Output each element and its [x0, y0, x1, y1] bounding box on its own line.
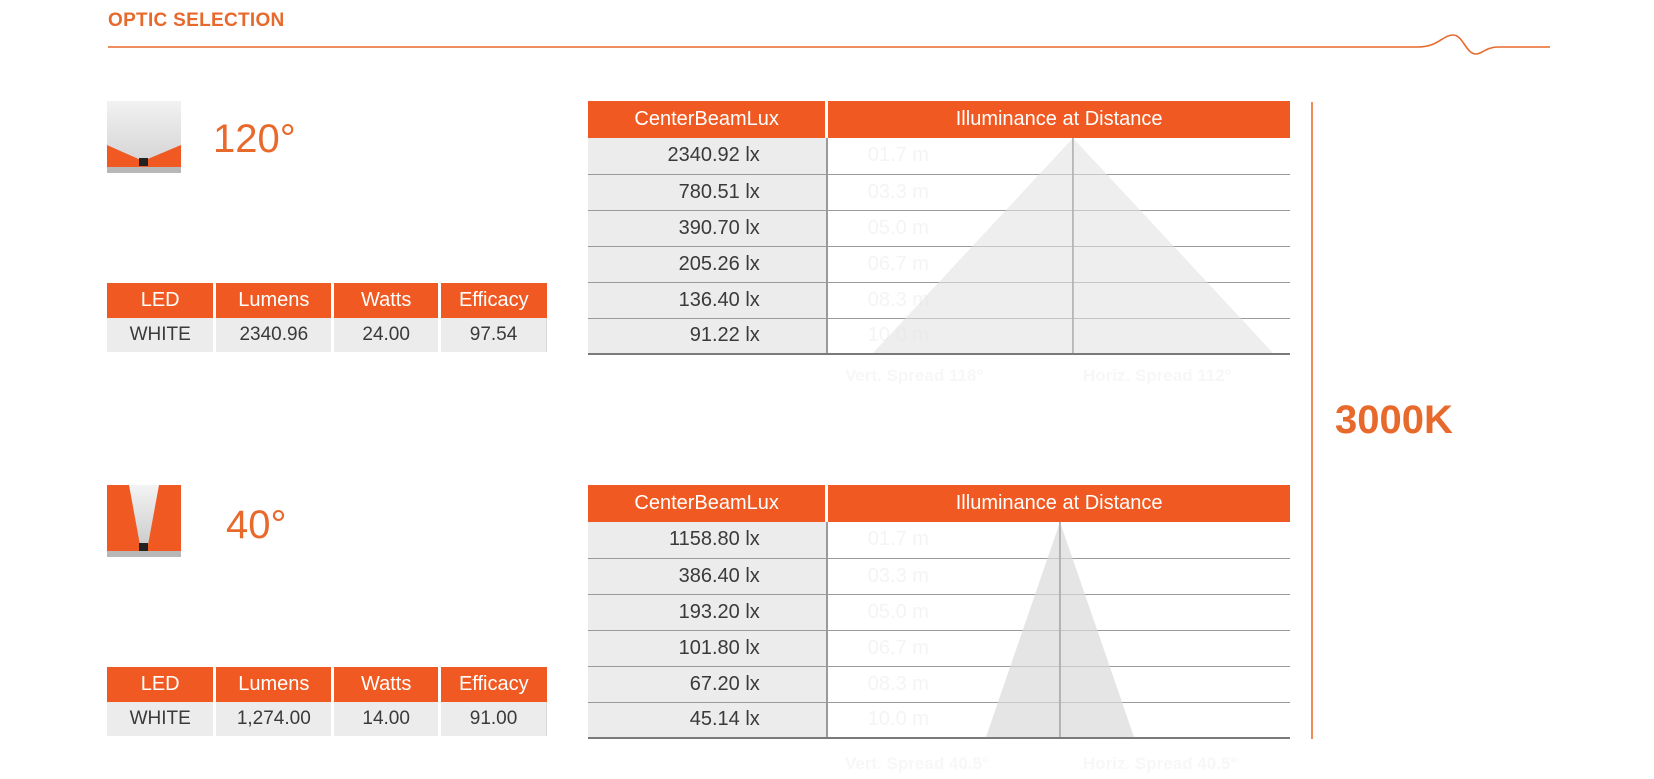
lux-value: 2340.92 lx [588, 138, 828, 175]
lux-value: 780.51 lx [588, 174, 828, 211]
lux-value: 45.14 lx [588, 702, 828, 739]
distance-value: 03.3 m [826, 558, 1060, 595]
horizontal-spread-caption: Horiz. Spread 112° [1083, 366, 1232, 385]
distance-value: 08.3 m [826, 282, 1073, 319]
distance-value: 05.0 m [826, 210, 1073, 247]
vertical-divider [1311, 102, 1313, 739]
spec-table: LED Lumens Watts Efficacy WHITE 1,274.00… [107, 667, 547, 736]
spec-header-efficacy: Efficacy [439, 667, 547, 702]
lux-value: 386.40 lx [588, 558, 828, 595]
lux-value: 193.20 lx [588, 594, 828, 631]
color-temperature-label: 3000K [1335, 398, 1453, 442]
distance-value: 10.0 m [826, 702, 1060, 739]
spec-header-lumens: Lumens [214, 283, 335, 318]
vertical-spread-caption: Vert. Spread 40.5° [845, 754, 989, 773]
lux-header-distance: Illuminance at Distance [826, 101, 1290, 138]
spec-watts: 14.00 [332, 702, 442, 736]
spec-header-led: LED [107, 283, 217, 318]
spec-header-led: LED [107, 667, 217, 702]
lux-value: 390.70 lx [588, 210, 828, 247]
page-title: OPTIC SELECTION [108, 10, 285, 31]
lux-table: CenterBeamLux Illuminance at Distance 23… [588, 101, 1290, 355]
spec-table: LED Lumens Watts Efficacy WHITE 2340.96 … [107, 283, 547, 352]
lux-value: 101.80 lx [588, 630, 828, 667]
distance-value: 05.0 m [826, 594, 1060, 631]
distance-value: 06.7 m [826, 246, 1073, 283]
distance-value: 08.3 m [826, 666, 1060, 703]
spec-lumens: 2340.96 [214, 318, 335, 352]
spec-led: WHITE [107, 702, 217, 736]
lux-value: 1158.80 lx [588, 522, 828, 559]
horizontal-spread-caption: Horiz. Spread 40.5° [1083, 754, 1238, 773]
beam-angle-label: 120° [213, 117, 296, 161]
spec-header-watts: Watts [332, 283, 442, 318]
lux-header-centerbeam: CenterBeamLux [588, 485, 829, 522]
wide-beam-120-icon [107, 101, 181, 173]
lux-value: 136.40 lx [588, 282, 828, 319]
spec-watts: 24.00 [332, 318, 442, 352]
lux-value: 205.26 lx [588, 246, 828, 283]
header-rule-wave [108, 34, 1550, 55]
lux-value: 67.20 lx [588, 666, 828, 703]
lux-header-centerbeam: CenterBeamLux [588, 101, 829, 138]
lux-value: 91.22 lx [588, 318, 828, 355]
spec-efficacy: 91.00 [439, 702, 547, 736]
lux-table-wrap: CenterBeamLux Illuminance at Distance 23… [588, 101, 1290, 355]
vertical-spread-caption: Vert. Spread 118° [845, 366, 984, 385]
beam-angle-label: 40° [226, 503, 287, 547]
lux-table-wrap: CenterBeamLux Illuminance at Distance 11… [588, 485, 1290, 739]
lux-header-distance: Illuminance at Distance [826, 485, 1290, 522]
distance-value: 03.3 m [826, 174, 1073, 211]
narrow-beam-40-icon [107, 485, 181, 557]
spec-lumens: 1,274.00 [214, 702, 335, 736]
distance-value: 06.7 m [826, 630, 1060, 667]
spec-efficacy: 97.54 [439, 318, 547, 352]
distance-value: 01.7 m [826, 522, 1060, 559]
spec-led: WHITE [107, 318, 217, 352]
distance-value: 10.0 m [826, 318, 1073, 355]
distance-value: 01.7 m [826, 138, 1073, 175]
spec-header-lumens: Lumens [214, 667, 335, 702]
lux-table: CenterBeamLux Illuminance at Distance 11… [588, 485, 1290, 739]
spec-header-watts: Watts [332, 667, 442, 702]
spec-header-efficacy: Efficacy [439, 283, 547, 318]
